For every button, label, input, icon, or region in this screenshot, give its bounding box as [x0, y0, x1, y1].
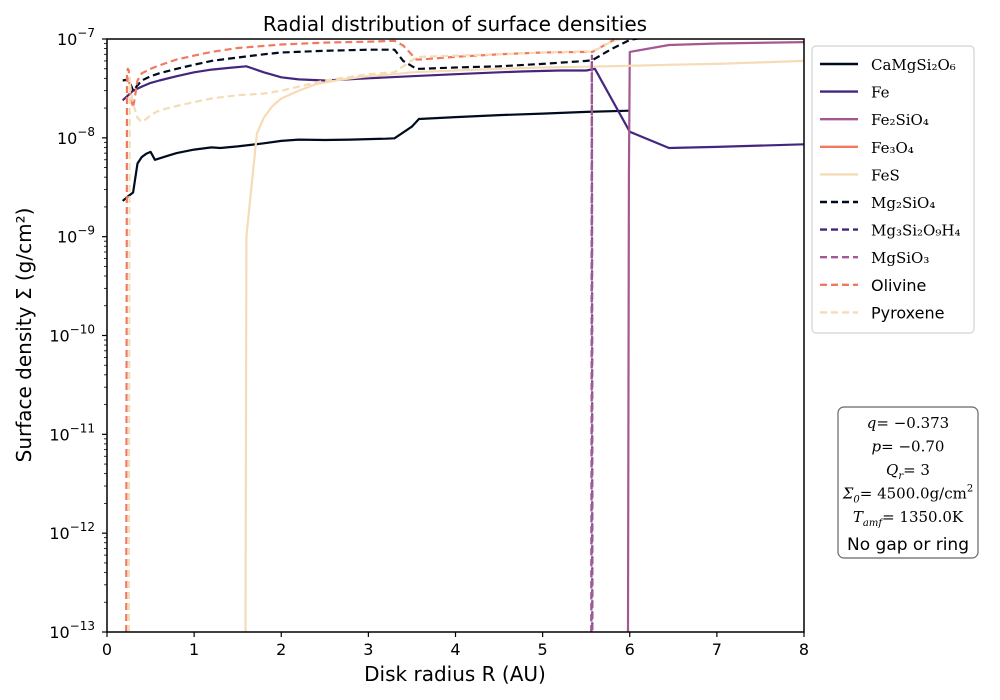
- y-tick-label: 10−13: [49, 619, 95, 642]
- y-tick-label: 10−9: [57, 224, 95, 247]
- parameter-line-3: Σ0= 4500.0g/cm2: [842, 484, 973, 506]
- legend-label-6: Mg₃Si₂O₉H₄: [871, 222, 960, 240]
- series-layer: [121, 39, 804, 632]
- y-tick-label: 10−8: [57, 125, 95, 148]
- y-tick-label: 10−11: [49, 421, 95, 444]
- series-line-2: [626, 41, 804, 632]
- x-tick-label: 2: [276, 640, 286, 659]
- x-tick-label: 7: [712, 640, 722, 659]
- legend-label-2: Fe₂SiO₄: [871, 111, 929, 129]
- parameter-line-4: Tamf= 1350.0K: [853, 508, 964, 529]
- series-line-5: [122, 39, 642, 92]
- x-tick-label: 1: [189, 640, 199, 659]
- legend-label-5: Mg₂SiO₄: [871, 194, 935, 212]
- legend-label-4: FeS: [871, 166, 900, 184]
- legend-label-1: Fe: [871, 84, 890, 102]
- y-axis-label: Surface density Σ (g/cm²): [12, 208, 36, 463]
- x-axis-label: Disk radius R (AU): [364, 662, 546, 686]
- parameter-line-1: p= −0.70: [872, 438, 945, 456]
- x-tick-label: 8: [799, 640, 809, 659]
- x-tick-label: 5: [538, 640, 548, 659]
- x-tick-label: 3: [363, 640, 373, 659]
- x-tick-label: 0: [102, 640, 112, 659]
- legend-label-8: Olivine: [871, 276, 926, 295]
- chart-title: Radial distribution of surface densities: [263, 12, 647, 36]
- parameter-line-2: Qr= 3: [886, 461, 930, 482]
- plot-area: [106, 38, 805, 633]
- parameter-note: No gap or ring: [847, 535, 969, 555]
- y-tick-label: 10−10: [49, 323, 95, 346]
- legend-label-3: Fe₃O₄: [871, 139, 914, 157]
- series-line-8: [125, 39, 622, 632]
- x-axis: 0 1 2 3 4 5 6 7 8: [102, 632, 809, 659]
- legend-label-0: CaMgSi₂O₆: [871, 56, 956, 74]
- series-line-0: [121, 109, 630, 202]
- legend-label-9: Pyroxene: [871, 303, 944, 322]
- y-tick-label: 10−12: [49, 520, 95, 543]
- y-axis: 10−13 10−12 10−11 10−10 10−9 10−8 10−7: [49, 26, 107, 642]
- plot-frame: [106, 38, 805, 633]
- legend-frame: [811, 45, 975, 334]
- legend-label-7: MgSiO₃: [871, 249, 929, 267]
- parameter-box: q= −0.373 p= −0.70 Qr= 3Σ0= 4500.0g/cm2Tam…: [837, 406, 979, 559]
- series-line-9: [127, 39, 626, 632]
- legend: CaMgSi₂O₆ Fe Fe₂SiO₄ Fe₃O₄ FeS Mg₂SiO₄ Mg₃Si₂O…: [811, 45, 975, 334]
- y-tick-label: 10−7: [57, 26, 95, 49]
- x-tick-label: 6: [625, 640, 635, 659]
- series-line-4: [244, 59, 804, 632]
- parameter-box-frame: [837, 406, 979, 559]
- parameter-line-0: q= −0.373: [867, 414, 949, 432]
- x-tick-label: 4: [450, 640, 460, 659]
- series-line-1: [121, 65, 804, 150]
- series-line-7: [590, 54, 594, 632]
